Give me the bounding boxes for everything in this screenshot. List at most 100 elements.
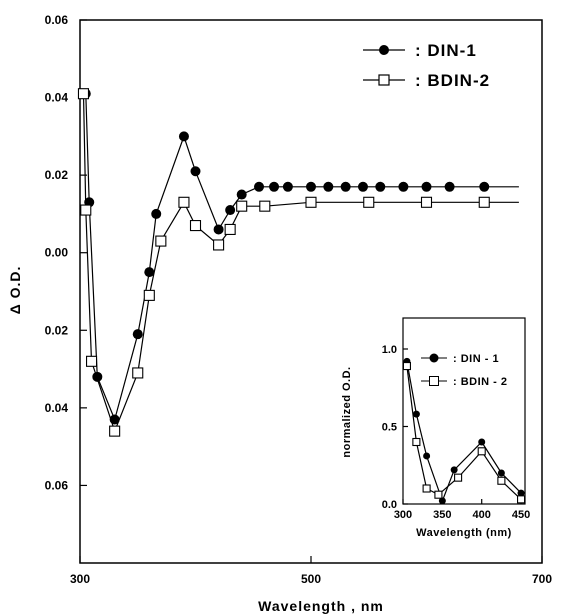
inset-point-bdin-2: [402, 361, 411, 371]
main-point-din-1: [92, 371, 103, 382]
main-x-tick-label: 300: [70, 572, 90, 586]
inset-point-din-1: [423, 452, 431, 460]
main-point-din-1: [144, 267, 155, 278]
main-point-bdin-2: [224, 223, 236, 235]
inset-series-group: [402, 357, 526, 505]
main-point-din-1: [479, 181, 490, 192]
main-point-bdin-2: [80, 204, 92, 216]
inset-point-din-1: [450, 466, 458, 474]
inset-legend-marker-din1: [429, 353, 439, 363]
inset-x-tick-label: 400: [473, 509, 491, 521]
main-point-din-1: [323, 181, 334, 192]
main-point-bdin-2: [109, 425, 121, 437]
main-point-bdin-2: [143, 289, 155, 301]
main-y-tick-label: 0.04: [45, 401, 69, 415]
inset-point-bdin-2: [497, 476, 506, 485]
main-point-bdin-2: [363, 196, 375, 208]
main-y-axis-title: Δ O.D.: [7, 266, 23, 315]
inset-point-din-1: [438, 497, 446, 505]
main-point-din-1: [269, 181, 280, 192]
inset-legend-label-bdin2: : BDIN - 2: [453, 376, 508, 388]
main-y-tick-label: 0.04: [45, 91, 69, 105]
main-point-bdin-2: [236, 200, 248, 212]
main-point-din-1: [190, 166, 201, 177]
main-plot: 0.06 0.04 0.02 0.00 0.02 0.04 0.06 300 500 700 Δ…: [7, 13, 552, 614]
main-x-axis: 300 500 700: [70, 556, 552, 586]
main-point-din-1: [236, 189, 247, 200]
inset-point-din-1: [517, 489, 525, 497]
inset-point-din-1: [497, 469, 505, 477]
main-point-din-1: [375, 181, 386, 192]
inset-plot: 0.0 0.5 1.0 300 350 400 450 normalized O.D. W…: [336, 298, 536, 546]
main-point-din-1: [357, 181, 368, 192]
main-point-din-1: [340, 181, 351, 192]
inset-background: [336, 298, 536, 546]
main-point-bdin-2: [77, 88, 90, 100]
inset-y-tick-label: 1.0: [382, 344, 397, 356]
main-y-tick-label: 0.06: [45, 13, 69, 27]
inset-point-bdin-2: [477, 447, 486, 456]
main-point-din-1: [254, 181, 265, 192]
inset-plot-frame: [402, 317, 526, 505]
main-point-bdin-2: [420, 196, 433, 208]
inset-x-axis: 300 350 400 450: [394, 499, 530, 521]
inset-y-axis-title: normalized O.D.: [341, 366, 353, 457]
legend-label-bdin2: : BDIN-2: [415, 71, 490, 90]
inset-point-bdin-2: [434, 490, 443, 499]
main-point-din-1: [213, 224, 224, 235]
legend-marker-din1: [379, 45, 389, 55]
main-point-bdin-2: [132, 367, 144, 379]
main-series-bdin-2: [77, 88, 519, 437]
main-point-din-1: [444, 181, 455, 192]
main-point-bdin-2: [178, 196, 190, 208]
main-point-din-1: [306, 181, 316, 192]
main-y-tick-label: 0.00: [45, 246, 69, 260]
inset-y-tick-label: 0.0: [382, 499, 397, 511]
legend-label-din1: : DIN-1: [415, 41, 477, 60]
main-point-din-1: [178, 131, 189, 142]
main-point-din-1: [282, 181, 293, 192]
inset-legend-marker-bdin2: [429, 376, 439, 386]
main-point-din-1: [225, 205, 236, 216]
inset-x-tick-label: 350: [433, 509, 451, 521]
inset-x-axis-title: Wavelength (nm): [416, 527, 512, 539]
inset-x-tick-label: 300: [394, 509, 412, 521]
inset-point-bdin-2: [454, 473, 463, 482]
inset-series-bdin-2: [402, 361, 526, 504]
inset-y-tick-label: 0.5: [382, 422, 397, 434]
main-line-bdin-2: [82, 93, 519, 433]
main-point-bdin-2: [155, 235, 167, 247]
legend-marker-bdin2: [378, 74, 390, 86]
main-x-axis-title: Wavelength , nm: [258, 598, 384, 614]
main-point-bdin-2: [86, 355, 98, 367]
main-series-group: [77, 88, 519, 437]
main-legend: : DIN-1 : BDIN-2: [363, 41, 490, 90]
main-x-tick-label: 500: [301, 572, 321, 586]
main-point-bdin-2: [259, 200, 271, 212]
main-point-bdin-2: [189, 220, 202, 232]
main-point-din-1: [398, 181, 409, 192]
inset-point-din-1: [412, 410, 420, 418]
inset-line-bdin-2: [406, 365, 522, 500]
inset-point-bdin-2: [412, 437, 421, 447]
main-point-din-1: [132, 329, 143, 340]
main-point-bdin-2: [213, 239, 225, 251]
inset-y-axis: 0.0 0.5 1.0: [382, 344, 408, 511]
inset-legend: : DIN - 1 : BDIN - 2: [421, 353, 508, 388]
main-point-bdin-2: [478, 196, 490, 208]
inset-x-tick-label: 450: [512, 509, 530, 521]
main-y-tick-label: 0.06: [45, 478, 69, 492]
main-point-bdin-2: [305, 196, 317, 208]
inset-legend-label-din1: : DIN - 1: [453, 353, 499, 365]
main-point-din-1: [151, 208, 162, 219]
main-series-din-1: [80, 88, 519, 425]
inset-point-bdin-2: [517, 495, 526, 504]
main-x-tick-label: 700: [532, 572, 552, 586]
main-y-tick-label: 0.02: [45, 323, 69, 337]
inset-point-din-1: [478, 438, 486, 446]
inset-point-bdin-2: [422, 484, 431, 493]
main-point-din-1: [421, 181, 432, 192]
main-y-tick-label: 0.02: [45, 168, 69, 182]
main-y-axis: 0.06 0.04 0.02 0.00 0.02 0.04 0.06: [45, 13, 87, 492]
